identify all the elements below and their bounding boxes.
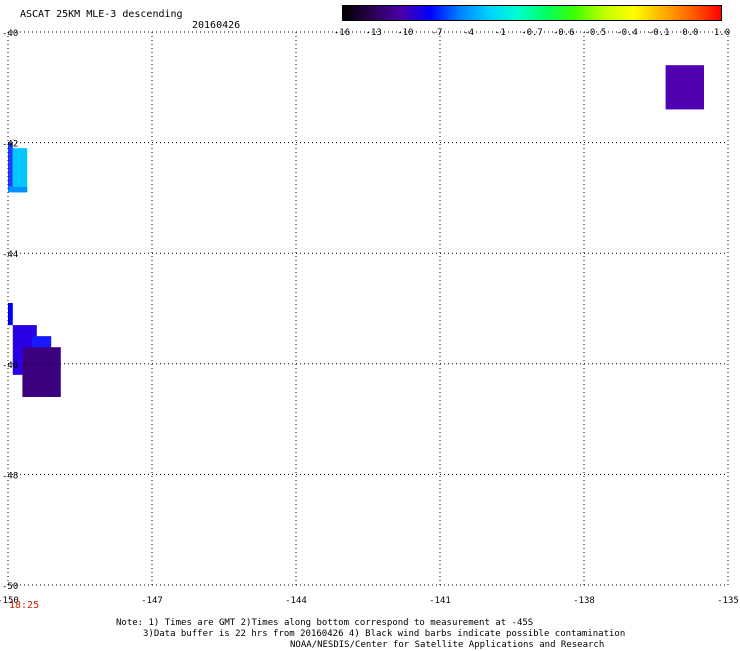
- colorbar-tick-label: -0.7: [521, 28, 543, 38]
- chart-date: 20160426: [192, 20, 241, 31]
- colorbar-tick-label: -13: [365, 28, 382, 38]
- lat-label: -40: [2, 29, 18, 39]
- lon-label: -135: [717, 596, 739, 606]
- colorbar-tick-label: -0.5: [584, 28, 607, 38]
- lat-label: -44: [2, 250, 18, 260]
- lat-label: -46: [2, 361, 18, 371]
- lat-label: -48: [2, 471, 18, 481]
- note-line-1: Note: 1) Times are GMT 2)Times along bot…: [116, 618, 534, 628]
- data-cell: [8, 142, 13, 187]
- lon-label: -138: [573, 596, 595, 606]
- data-cell: [665, 65, 704, 110]
- colorbar-tick-label: -4: [463, 28, 475, 38]
- chart-title: ASCAT 25KM MLE-3 descending: [20, 9, 183, 20]
- lon-label: -141: [429, 596, 451, 606]
- colorbar-tick-label: -0.4: [616, 28, 638, 38]
- colorbar-tick-label: -0.1: [647, 28, 670, 38]
- note-line-2: 3)Data buffer is 22 hrs from 20160426 4)…: [143, 629, 626, 639]
- data-cell: [12, 148, 28, 193]
- colorbar-tick-label: -1: [494, 28, 506, 38]
- data-cell: [8, 302, 13, 326]
- colorbar-tick-label: -7: [431, 28, 443, 38]
- data-cell: [8, 186, 28, 193]
- colorbar-tick-label: 0.0: [682, 28, 699, 38]
- colorbar-tick-label: 1.0: [713, 28, 731, 38]
- lat-label: -50: [2, 582, 18, 592]
- lat-label: -42: [2, 140, 18, 150]
- lon-label: -147: [141, 596, 163, 606]
- colorbar: [342, 5, 722, 21]
- data-cell: [22, 347, 61, 397]
- colorbar-tick-label: -0.6: [552, 28, 575, 38]
- lon-label: -144: [285, 596, 307, 606]
- colorbar-tick-label: -10: [397, 28, 414, 38]
- map-plot: -40 -42 -44 -46 -48 -50 -150 -147 -144 -141 -138 -1…: [0, 29, 739, 606]
- lon-label: -150: [0, 596, 19, 606]
- time-label: 18:25: [9, 600, 40, 611]
- note-line-3: NOAA/NESDIS/Center for Satellite Applica…: [290, 640, 605, 650]
- colorbar-tick-label: -16: [333, 28, 351, 38]
